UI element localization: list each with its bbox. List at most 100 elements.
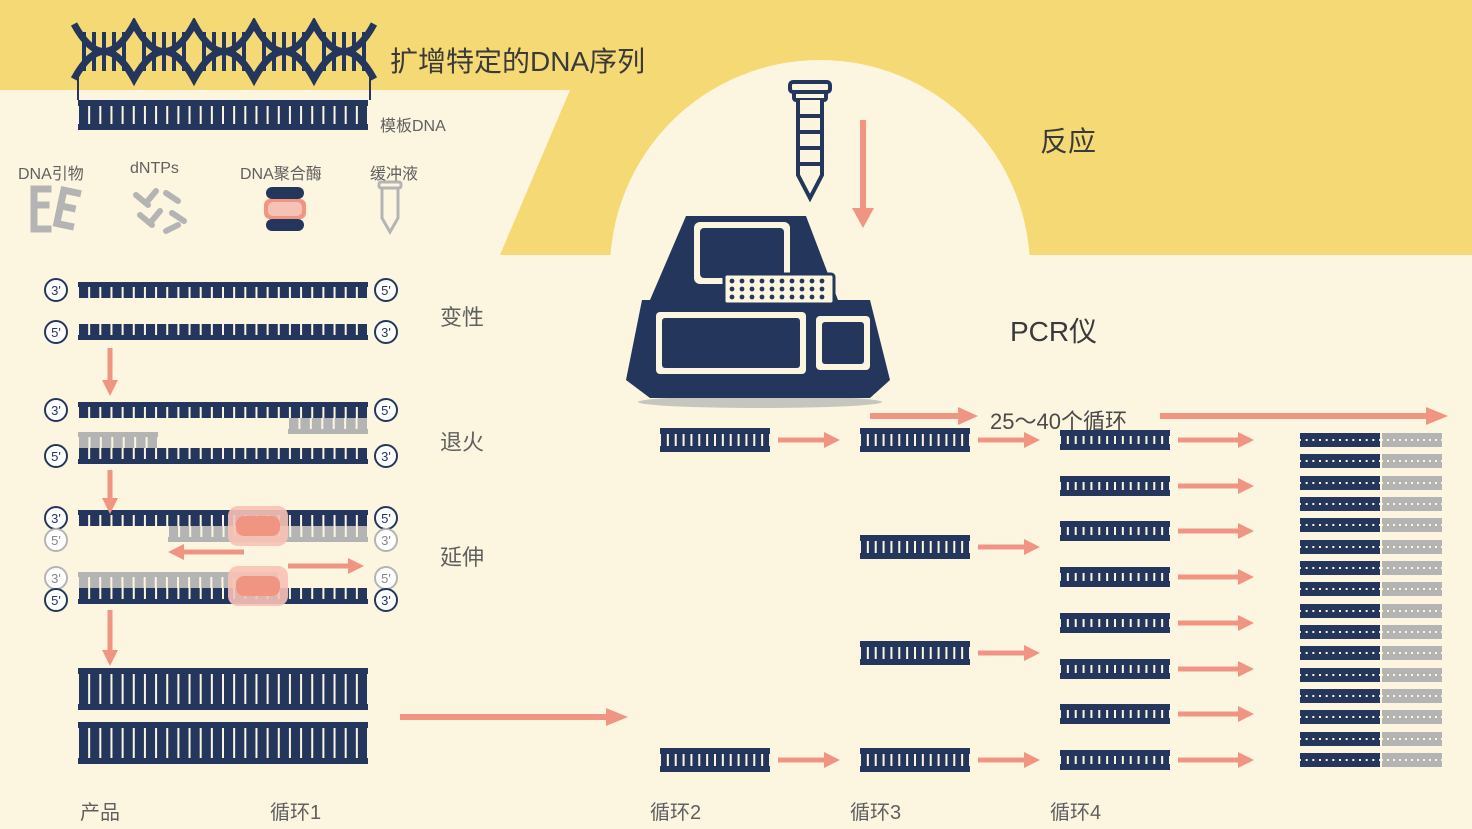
dna-mini [1060, 659, 1170, 684]
flow-arrow [1178, 567, 1256, 587]
dna-mini [860, 748, 970, 777]
strand-end-label: 5' [44, 528, 68, 552]
strand-end-label: 5' [374, 506, 398, 530]
label-polymerase: DNA聚合酶 [240, 160, 322, 184]
dna-mini [1382, 518, 1442, 537]
strand-end-label: 5' [44, 320, 68, 344]
dna-mini [1300, 710, 1380, 729]
dna-mini [1382, 689, 1442, 708]
dna-mini [1300, 668, 1380, 687]
dna-mini [1300, 433, 1380, 452]
title-main: 扩增特定的DNA序列 [390, 40, 645, 80]
flow-arrow [288, 554, 368, 578]
flow-arrow [778, 430, 842, 450]
polymerase-icon [260, 185, 310, 233]
flow-arrow [1178, 613, 1256, 633]
flow-arrow [978, 643, 1042, 663]
dna-mini [1382, 625, 1442, 644]
strand-end-label: 3' [374, 588, 398, 612]
dna-mini [860, 641, 970, 670]
dna-mini [1382, 476, 1442, 495]
label-reaction: 反应 [1040, 120, 1096, 160]
dna-mini [1300, 753, 1380, 772]
dna-mini [1382, 646, 1442, 665]
strand-end-label: 3' [44, 278, 68, 302]
strand-end-label: 5' [44, 588, 68, 612]
strand-end-label: 3' [44, 566, 68, 590]
arrow-c1-c2 [400, 705, 630, 729]
dna-mini [1060, 521, 1170, 546]
flow-arrow [1178, 750, 1256, 770]
dna-mini [1060, 613, 1170, 638]
strand-end-label: 5' [374, 566, 398, 590]
label-pcr-machine: PCR仪 [1010, 310, 1097, 350]
label-cycle4: 循环4 [1050, 796, 1101, 825]
dna-mini [1300, 518, 1380, 537]
arrow-top-1 [870, 404, 980, 428]
label-extend: 延伸 [440, 540, 484, 572]
dna-mini [1382, 732, 1442, 751]
flow-arrow [1178, 476, 1256, 496]
flow-arrow [168, 540, 248, 564]
dna-mini [1382, 497, 1442, 516]
dna-mini [1382, 454, 1442, 473]
flow-arrow [1178, 430, 1256, 450]
strand-end-label: 3' [44, 506, 68, 530]
strand-end-label: 3' [374, 528, 398, 552]
strand-end-label: 3' [374, 444, 398, 468]
dna-mini [1300, 540, 1380, 559]
label-dntp: dNTPs [130, 160, 179, 178]
flow-arrow [1178, 521, 1256, 541]
dna-mini [860, 535, 970, 564]
flow-arrow [98, 610, 122, 670]
dna-mini [1382, 433, 1442, 452]
flow-arrow [978, 750, 1042, 770]
dna-mini [1300, 689, 1380, 708]
flow-arrow [1178, 704, 1256, 724]
dna-mini [1382, 540, 1442, 559]
dntp-icon [130, 185, 190, 235]
label-anneal: 退火 [440, 425, 484, 457]
strand-end-label: 3' [374, 320, 398, 344]
label-cycle2: 循环2 [650, 796, 701, 825]
dna-mini [1300, 476, 1380, 495]
pcr-machine-icon [620, 180, 900, 410]
dna-mini [1382, 753, 1442, 772]
dna-mini [1060, 430, 1170, 455]
dna-mini [860, 428, 970, 457]
flow-arrow [98, 348, 122, 400]
primer-icon [30, 185, 85, 235]
label-denature: 变性 [440, 300, 484, 332]
dna-mini [1300, 454, 1380, 473]
dna-mini [1300, 625, 1380, 644]
strand-end-label: 3' [44, 398, 68, 422]
dna-mini [1060, 476, 1170, 501]
label-product: 产品 [80, 796, 120, 825]
flow-arrow [978, 430, 1042, 450]
buffer-tube-icon [375, 180, 405, 235]
dna-mini [1382, 582, 1442, 601]
dna-mini [1060, 704, 1170, 729]
dna-mini [1300, 582, 1380, 601]
dna-mini [1382, 561, 1442, 580]
dna-mini [1060, 567, 1170, 592]
flow-arrow [98, 470, 122, 518]
dna-mini [1300, 604, 1380, 623]
label-cycle3: 循环3 [850, 796, 901, 825]
dna-mini [1300, 561, 1380, 580]
strand-end-label: 5' [374, 398, 398, 422]
dna-mini [1300, 646, 1380, 665]
flow-arrow [1178, 659, 1256, 679]
flow-arrow [978, 537, 1042, 557]
dna-mini [1382, 668, 1442, 687]
dna-mini [660, 748, 770, 777]
arrow-top-2 [1160, 404, 1450, 428]
dna-mini [1300, 497, 1380, 516]
strand-end-label: 5' [374, 278, 398, 302]
dna-mini [1382, 604, 1442, 623]
dna-mini [1060, 750, 1170, 775]
polymerase-blob [228, 566, 288, 606]
label-cycle1: 循环1 [270, 796, 321, 825]
dna-mini [660, 428, 770, 457]
label-primer: DNA引物 [18, 160, 84, 184]
